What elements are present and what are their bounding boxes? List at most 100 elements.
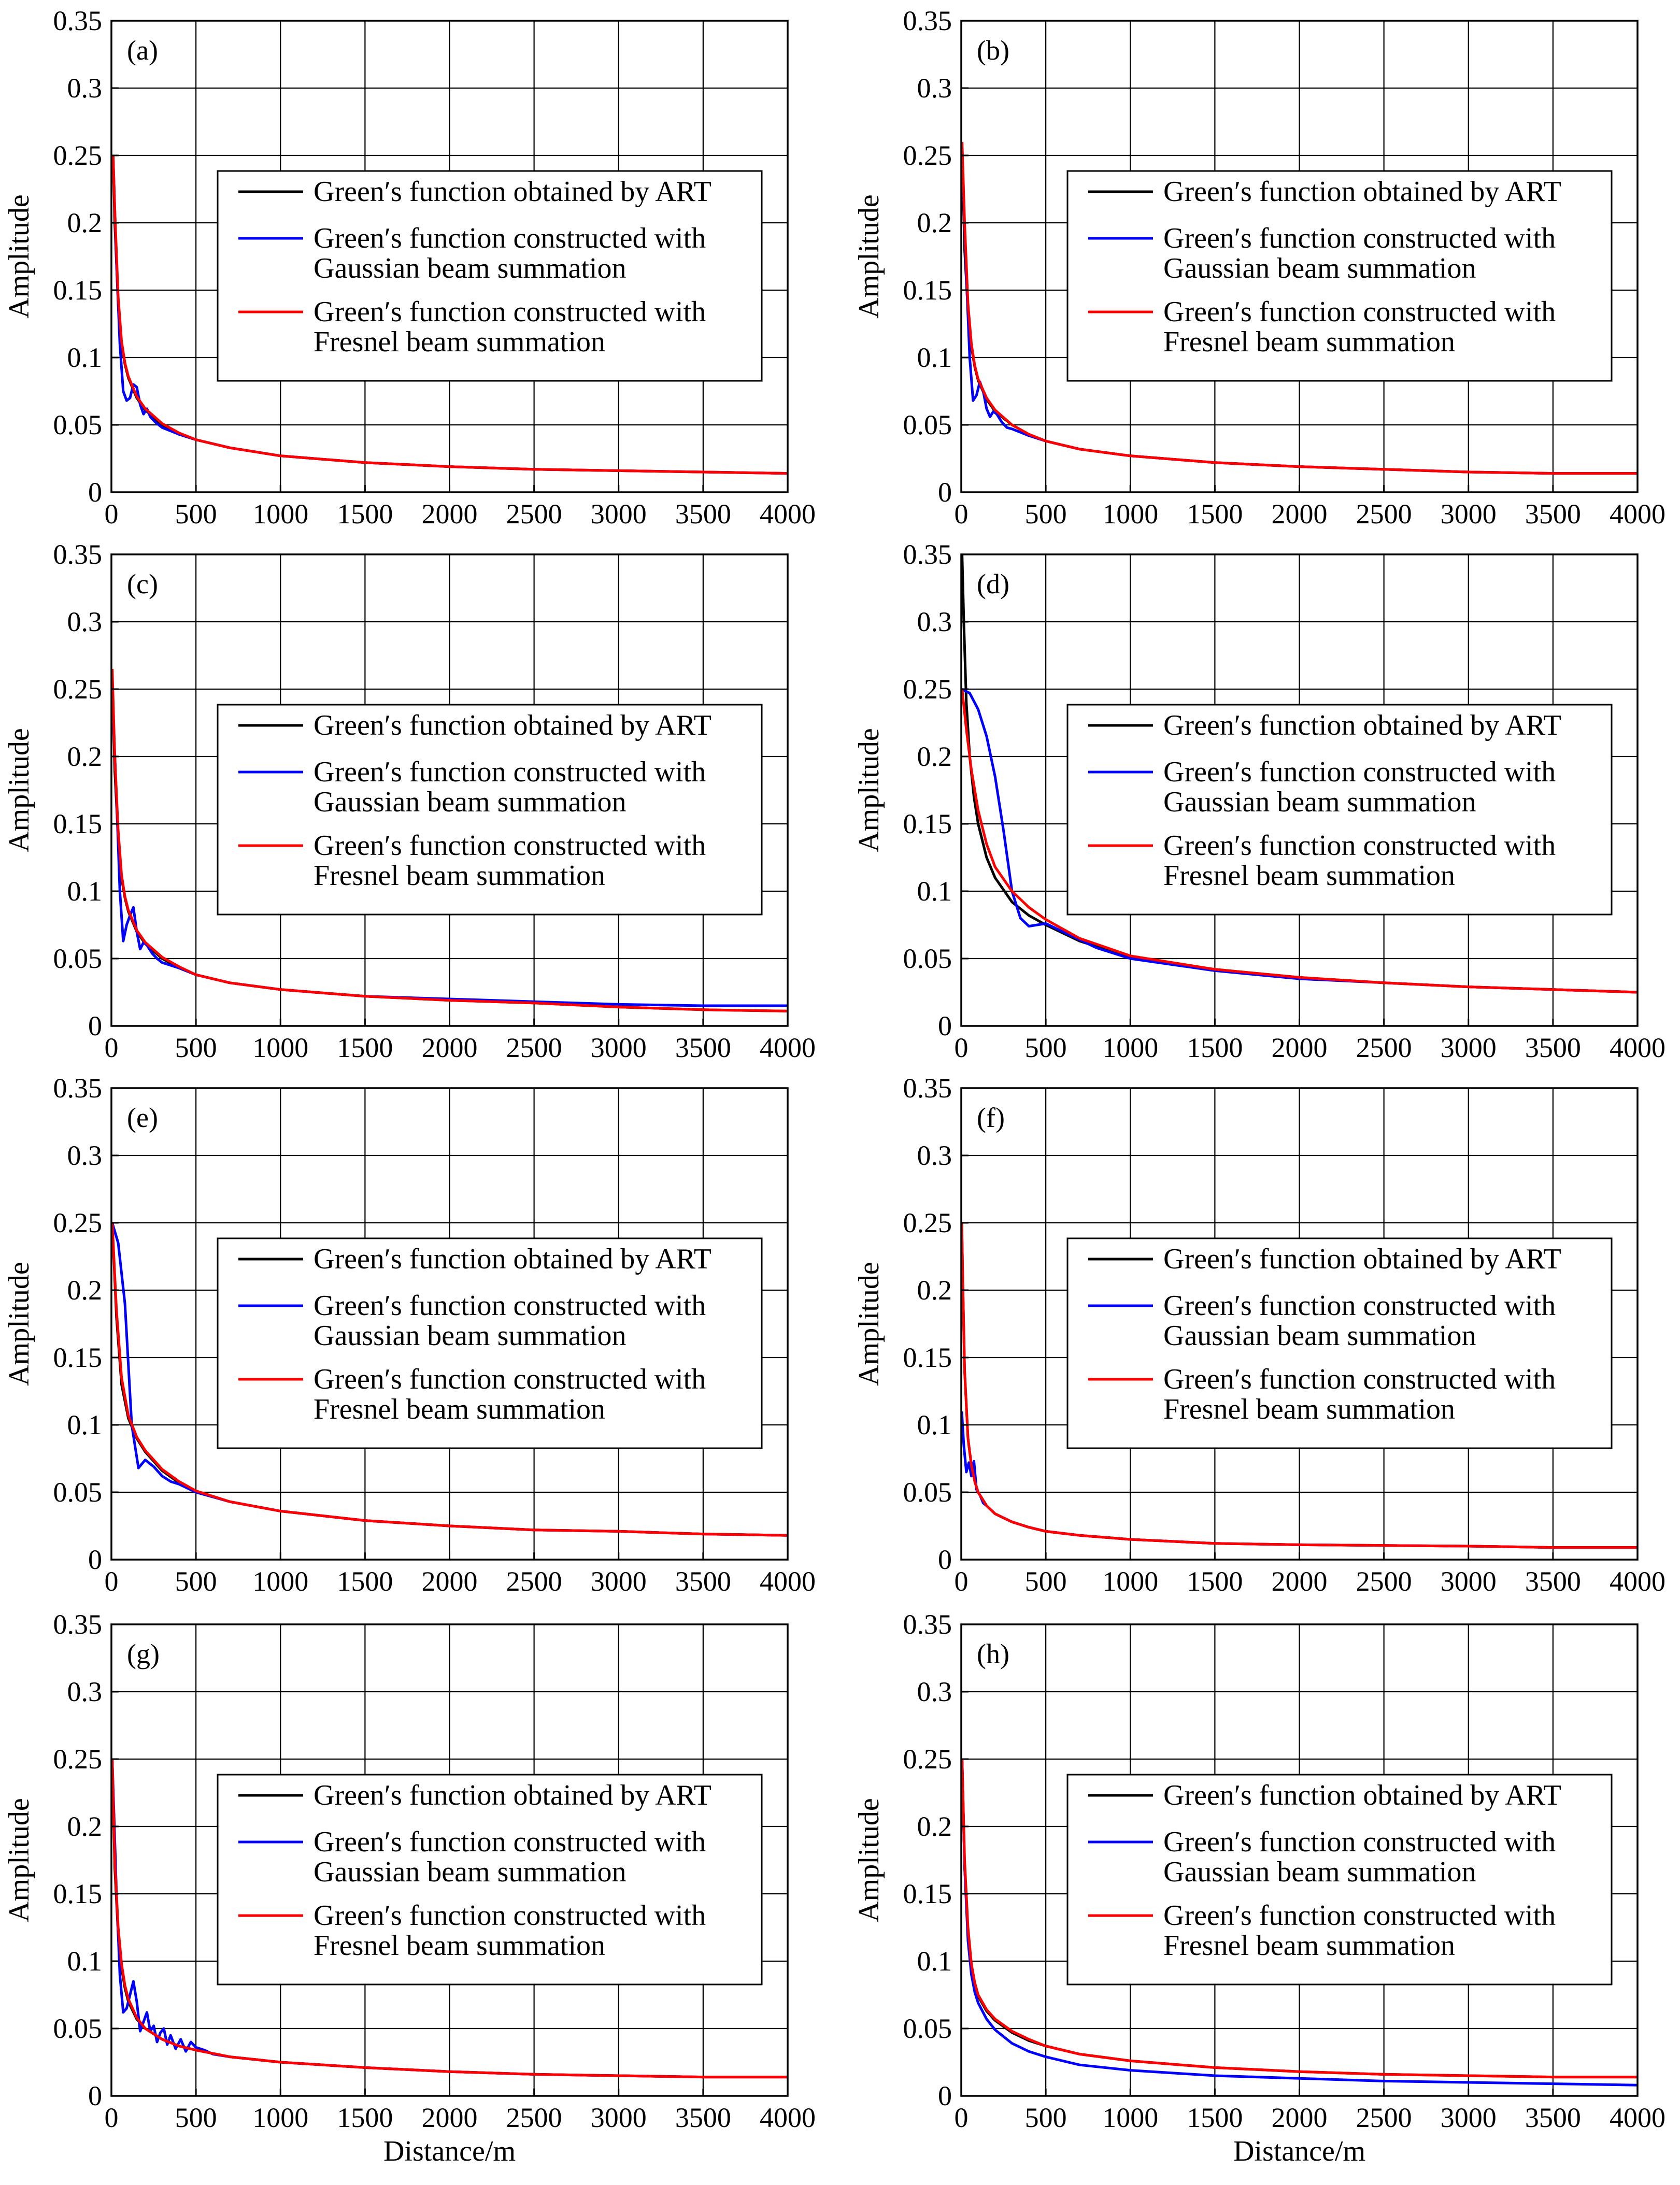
x-tick-label: 2500 xyxy=(506,1032,562,1063)
y-tick-label: 0.25 xyxy=(903,140,952,171)
legend-label: Fresnel beam summation xyxy=(1163,1930,1455,1962)
x-tick-label: 1500 xyxy=(1187,2102,1243,2133)
legend-box xyxy=(1066,1237,1613,1449)
x-tick-label: 2000 xyxy=(1272,1032,1328,1063)
legend: Green′s function obtained by ART Green′s … xyxy=(217,170,763,382)
legend-label: Green′s function obtained by ART xyxy=(1163,1779,1561,1811)
y-tick-label: 0.15 xyxy=(903,275,952,306)
x-tick-label: 1000 xyxy=(1102,1032,1158,1063)
chart-panel-c: 0 500 1000 1500 2000 2500 3000 3500 4000 0 0.05 0.1… xyxy=(3,539,816,1063)
panel-label: (a) xyxy=(127,35,158,66)
legend-label: Green′s function constructed with xyxy=(1163,1290,1556,1322)
x-tick-label: 500 xyxy=(175,2102,217,2133)
legend-label: Green′s function obtained by ART xyxy=(314,1779,711,1811)
y-tick-label: 0.2 xyxy=(917,1275,952,1306)
legend-label: Green′s function constructed with xyxy=(1163,1363,1556,1395)
y-tick-label: 0.05 xyxy=(903,1477,952,1508)
y-tick-label: 0.1 xyxy=(917,1946,952,1977)
x-tick-label: 500 xyxy=(175,1032,217,1063)
legend-label: Fresnel beam summation xyxy=(314,1930,605,1962)
panel-label: (b) xyxy=(977,35,1009,66)
chart-panel-d: 0 500 1000 1500 2000 2500 3000 3500 4000 0 0.05 0.1… xyxy=(853,539,1665,1063)
y-tick-label: 0.1 xyxy=(917,876,952,907)
x-tick-label: 4000 xyxy=(760,2102,816,2133)
legend-label: Green′s function constructed with xyxy=(1163,296,1556,328)
x-tick-label: 1000 xyxy=(1102,1566,1158,1597)
x-tick-label: 2000 xyxy=(422,1566,478,1597)
y-tick-label: 0.25 xyxy=(903,1207,952,1238)
y-tick-label: 0.3 xyxy=(67,1140,103,1171)
series-line-2 xyxy=(111,689,788,1007)
y-tick-label: 0.15 xyxy=(53,1878,103,1909)
y-tick-label: 0.15 xyxy=(903,808,952,839)
legend-label: Green′s function obtained by ART xyxy=(1163,176,1561,208)
legend-label: Green′s function obtained by ART xyxy=(314,176,711,208)
panel-label: (g) xyxy=(127,1638,160,1669)
x-tick-label: 0 xyxy=(955,498,969,530)
x-tick-label: 4000 xyxy=(760,1032,816,1063)
x-tick-label: 3000 xyxy=(591,2102,647,2133)
legend-label: Green′s function constructed with xyxy=(1163,222,1556,254)
x-tick-label: 2000 xyxy=(422,2102,478,2133)
legend-label: Green′s function constructed with xyxy=(314,1363,706,1395)
x-tick-label: 3000 xyxy=(591,1566,647,1597)
x-tick-label: 3500 xyxy=(1525,1566,1581,1597)
y-tick-label: 0.2 xyxy=(917,1811,952,1842)
x-tick-label: 2500 xyxy=(506,2102,562,2133)
x-tick-label: 3000 xyxy=(1441,1032,1497,1063)
legend-label: Gaussian beam summation xyxy=(1163,252,1476,284)
y-tick-label: 0.2 xyxy=(67,1811,103,1842)
legend-label: Gaussian beam summation xyxy=(1163,1856,1476,1888)
x-tick-label: 0 xyxy=(955,1566,969,1597)
panel-label: (e) xyxy=(127,1102,158,1133)
x-tick-label: 3500 xyxy=(675,1032,731,1063)
series-line-3 xyxy=(111,668,788,1012)
x-tick-label: 4000 xyxy=(1610,1566,1665,1597)
legend: Green′s function obtained by ART Green′s … xyxy=(217,704,763,916)
y-tick-label: 0.1 xyxy=(67,1409,103,1440)
legend-label: Fresnel beam summation xyxy=(314,860,605,892)
y-tick-label: 0.35 xyxy=(53,5,103,36)
y-axis-label: Amplitude xyxy=(3,194,35,319)
legend-label: Green′s function constructed with xyxy=(1163,756,1556,788)
x-tick-label: 0 xyxy=(105,2102,119,2133)
legend: Green′s function obtained by ART Green′s … xyxy=(217,1237,763,1449)
legend-label: Green′s function obtained by ART xyxy=(314,709,711,741)
y-tick-label: 0.35 xyxy=(903,1073,952,1104)
chart-panel-g: 0 500 1000 1500 2000 2500 3000 3500 4000 0 0.05 0.1… xyxy=(3,1609,816,2167)
y-axis-label: Amplitude xyxy=(853,1262,885,1386)
series-line-3 xyxy=(961,141,1638,475)
series-line-3 xyxy=(111,1222,788,1537)
x-tick-label: 500 xyxy=(175,498,217,530)
x-tick-label: 3500 xyxy=(1525,498,1581,530)
legend-box xyxy=(217,704,763,916)
y-tick-label: 0.2 xyxy=(67,1275,103,1306)
x-tick-label: 4000 xyxy=(760,1566,816,1597)
y-tick-label: 0.3 xyxy=(67,73,103,104)
x-tick-label: 2500 xyxy=(1356,1032,1412,1063)
x-tick-label: 1000 xyxy=(252,1032,308,1063)
x-tick-label: 3500 xyxy=(1525,2102,1581,2133)
y-tick-label: 0.25 xyxy=(53,674,103,705)
x-tick-label: 4000 xyxy=(1610,1032,1665,1063)
y-axis-label: Amplitude xyxy=(853,728,885,852)
x-tick-label: 2500 xyxy=(1356,1566,1412,1597)
x-axis-label: Distance/m xyxy=(383,2135,516,2167)
chart-panel-h: 0 500 1000 1500 2000 2500 3000 3500 4000 0 0.05 0.1… xyxy=(853,1609,1665,2167)
y-axis-label: Amplitude xyxy=(853,194,885,319)
x-tick-label: 1000 xyxy=(252,1566,308,1597)
x-tick-label: 2500 xyxy=(506,498,562,530)
x-tick-label: 0 xyxy=(955,2102,969,2133)
x-tick-label: 500 xyxy=(1025,2102,1067,2133)
x-tick-label: 4000 xyxy=(1610,498,1665,530)
legend-label: Fresnel beam summation xyxy=(1163,860,1455,892)
legend-label: Green′s function constructed with xyxy=(314,296,706,328)
y-tick-label: 0.15 xyxy=(53,808,103,839)
x-tick-label: 0 xyxy=(105,1032,119,1063)
y-tick-label: 0.15 xyxy=(53,275,103,306)
panel-label: (h) xyxy=(977,1638,1009,1669)
y-tick-label: 0.2 xyxy=(67,207,103,238)
y-tick-label: 0.2 xyxy=(917,207,952,238)
y-tick-label: 0.25 xyxy=(903,1744,952,1775)
y-tick-label: 0.3 xyxy=(67,1676,103,1707)
